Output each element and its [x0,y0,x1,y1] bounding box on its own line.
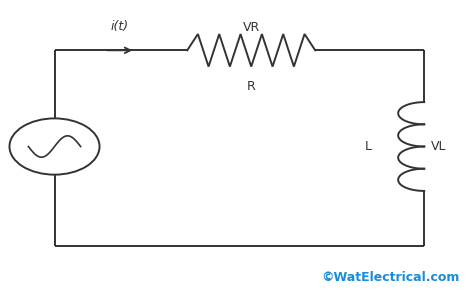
Text: R: R [247,80,255,93]
Text: i(t): i(t) [110,20,129,33]
Text: VL: VL [431,140,447,153]
Text: VR: VR [243,21,260,34]
Text: L: L [365,140,372,153]
Text: ©WatElectrical.com: ©WatElectrical.com [321,271,460,284]
